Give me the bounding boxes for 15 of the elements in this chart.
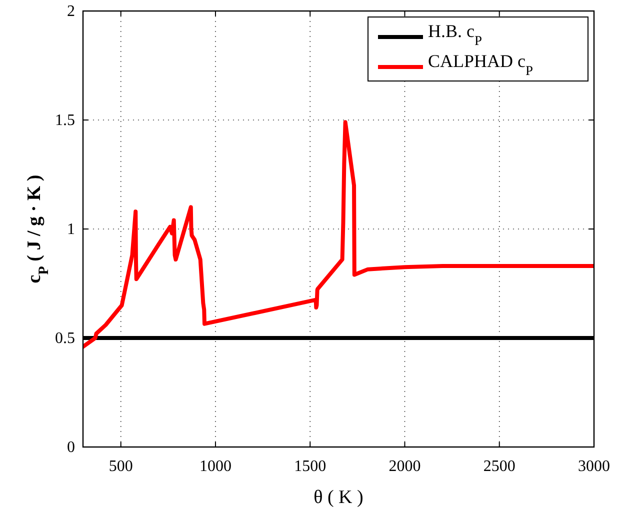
x-tick-label: 1500 xyxy=(294,458,326,475)
line-series xyxy=(83,120,594,349)
x-tick-label: 2000 xyxy=(388,458,421,475)
y-tick-label: 0.5 xyxy=(55,330,75,347)
y-tick-label: 0 xyxy=(67,439,75,456)
x-axis-title: θ ( K ) xyxy=(314,487,364,508)
x-tick-label: 2500 xyxy=(483,458,516,475)
legend-label: H.B. c$_{P}$ xyxy=(428,21,482,48)
x-tick-label: 500 xyxy=(108,458,133,475)
x-tick-label: 3000 xyxy=(578,458,610,475)
y-tick-label: 1.5 xyxy=(55,112,75,129)
y-tick-label: 1 xyxy=(67,221,75,238)
y-tick-label: 2 xyxy=(67,3,75,20)
legend-label: CALPHAD c$_{P}$ xyxy=(428,51,534,78)
x-tick-label: 1000 xyxy=(199,458,232,475)
